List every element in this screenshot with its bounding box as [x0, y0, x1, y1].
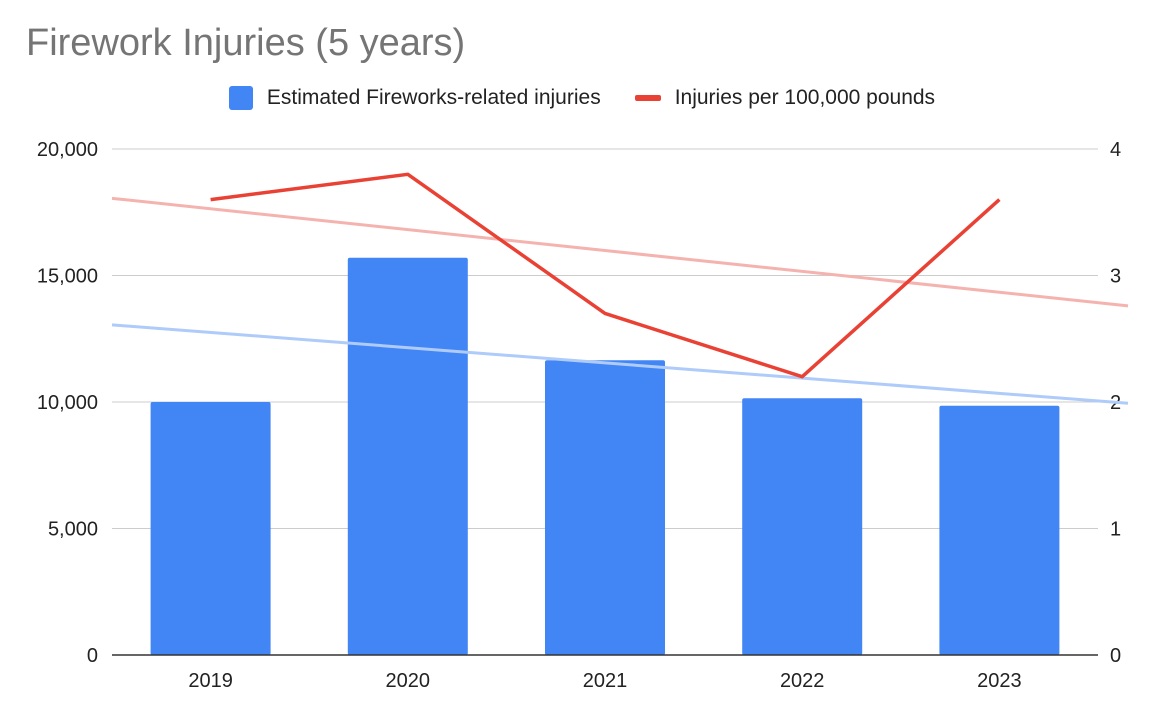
bar-2022 — [742, 398, 863, 655]
y-left-tick-label: 15,000 — [37, 266, 98, 288]
y-right-tick-label: 0 — [1110, 645, 1121, 667]
line-injuries-per-100000-pounds — [210, 172, 1001, 379]
y-left-tick-label: 10,000 — [37, 392, 98, 414]
legend-label-injuries: Estimated Fireworks-related injuries — [266, 86, 601, 109]
trendline-rate — [111, 196, 1129, 308]
legend-item-injuries: Estimated Fireworks-related injuries — [228, 86, 601, 110]
y-left-tick-label: 5,000 — [48, 519, 98, 541]
bar-2023 — [939, 405, 1060, 655]
x-tick-label: 2019 — [188, 670, 233, 692]
y-left-tick-label: 20,000 — [37, 139, 98, 161]
chart-title: Firework Injuries (5 years) — [26, 22, 466, 64]
legend-item-rate: Injuries per 100,000 pounds — [634, 86, 936, 110]
legend-swatch-rate — [634, 95, 661, 101]
bar-2020 — [347, 257, 468, 655]
trendline-injuries — [111, 323, 1129, 405]
x-tick-label: 2021 — [583, 670, 628, 692]
y-right-tick-label: 3 — [1110, 266, 1121, 288]
y-right-tick-label: 4 — [1110, 139, 1121, 161]
bar-2019 — [150, 402, 271, 655]
legend-swatch-injuries — [228, 86, 253, 110]
x-tick-label: 2020 — [386, 670, 431, 692]
y-right-tick-label: 1 — [1110, 519, 1121, 541]
bar-2021 — [545, 360, 665, 655]
x-tick-label: 2023 — [977, 670, 1022, 692]
legend: Estimated Fireworks-related injuries Inj… — [0, 86, 1164, 110]
y-left-tick-label: 0 — [87, 645, 98, 667]
legend-label-rate: Injuries per 100,000 pounds — [674, 86, 936, 109]
x-tick-label: 2022 — [780, 670, 825, 692]
